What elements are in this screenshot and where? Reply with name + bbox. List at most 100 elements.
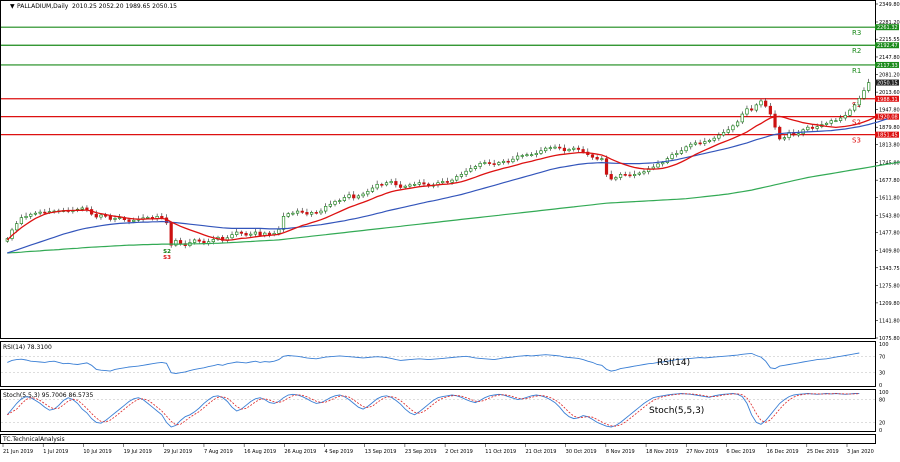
candle-down — [698, 142, 702, 145]
candle-up — [384, 182, 389, 186]
price-tick-label: 1611.80 — [879, 195, 900, 201]
candle-down — [628, 174, 632, 177]
candle-up — [745, 108, 749, 115]
candle-down — [487, 162, 492, 164]
candle-up — [370, 187, 375, 192]
candle-up — [80, 207, 84, 210]
candle-down — [609, 174, 613, 180]
candle-up — [548, 147, 552, 149]
time-tick-label: 4 Sep 2019 — [325, 449, 354, 455]
tc-header: TC.TechnicalAnalysis — [2, 436, 65, 443]
candle-up — [333, 201, 337, 205]
candle-up — [455, 176, 459, 181]
price-tick-label: 1879.80 — [879, 125, 900, 131]
candle-up — [29, 213, 33, 217]
candle-up — [572, 147, 576, 150]
candle-up — [174, 240, 178, 246]
price-tick-label: 1477.80 — [879, 231, 900, 237]
candle-up — [459, 174, 464, 177]
candle-up — [483, 162, 487, 164]
time-tick-label: 29 Jul 2019 — [164, 449, 192, 455]
ma-fast-line — [6, 115, 879, 241]
candle-down — [258, 231, 262, 236]
candle-up — [838, 117, 843, 121]
time-tick-label: 6 Dec 2019 — [726, 449, 755, 455]
level-price-tag — [875, 95, 899, 102]
rsi-label: RSI(14) — [657, 358, 690, 368]
candle-up — [99, 214, 103, 218]
candle-up — [689, 143, 693, 148]
collapse-arrow-icon[interactable]: ▼ — [10, 3, 15, 10]
candle-up — [324, 206, 328, 212]
candle-up — [759, 100, 763, 106]
candle-up — [815, 126, 819, 129]
price-tick-label: 1343.75 — [879, 266, 900, 272]
candle-up — [740, 113, 744, 123]
candle-down — [558, 146, 562, 149]
candle-up — [684, 146, 688, 152]
level-price-tag-text: 1988.31 — [877, 97, 898, 103]
candle-up — [520, 155, 524, 157]
rsi-tick-label: 30 — [879, 371, 885, 377]
candle-up — [356, 195, 361, 199]
tc-pane-frame — [0, 434, 876, 444]
candle-down — [595, 157, 599, 160]
candle-up — [726, 129, 730, 133]
price-tick-label: 1543.80 — [879, 213, 900, 219]
stoch-pane: 100 80 20 0 Stoch(5,5,3) — [1, 390, 889, 434]
candle-up — [693, 142, 698, 145]
candle-up — [38, 211, 42, 214]
candle-up — [230, 234, 234, 239]
candle-up — [132, 219, 136, 222]
candle-up — [806, 126, 810, 131]
candle-down — [810, 126, 815, 129]
candle-up — [295, 210, 300, 214]
price-tick-label: 2013.60 — [879, 90, 900, 96]
time-tick-label: 25 Dec 2019 — [807, 449, 839, 455]
candle-up — [235, 231, 239, 235]
candle-up — [375, 184, 379, 189]
candle-down — [750, 108, 754, 111]
candle-up — [441, 181, 445, 184]
level-label-s1: S1 — [852, 101, 861, 109]
candle-up — [361, 193, 365, 197]
candle-down — [604, 158, 609, 175]
level-label-r3: R3 — [852, 29, 861, 37]
ohlc-label: 2010.25 2052.20 1989.65 2050.15 — [72, 3, 177, 10]
candle-up — [497, 162, 501, 165]
time-tick-label: 3 Jan 2020 — [847, 449, 874, 455]
stoch-label: Stoch(5,5,3) — [649, 406, 704, 416]
candle-down — [768, 105, 772, 115]
stoch-pane-frame — [0, 389, 876, 432]
candle-up — [656, 163, 660, 168]
level-label-r2: R2 — [852, 47, 861, 55]
candle-up — [544, 147, 548, 152]
time-tick-label: 10 Jul 2019 — [83, 449, 111, 455]
candle-up — [291, 212, 295, 215]
rsi-pane-frame — [0, 341, 876, 387]
time-tick-label: 11 Oct 2019 — [485, 449, 516, 455]
candle-down — [169, 222, 173, 246]
time-tick-label: 21 Oct 2019 — [525, 449, 556, 455]
candle-up — [525, 154, 529, 156]
candle-up — [328, 203, 332, 207]
candle-down — [394, 181, 398, 186]
candle-up — [651, 166, 655, 169]
pivot-mark-s2: S2 — [163, 249, 171, 255]
candle-up — [464, 170, 468, 175]
rsi-pane: 100 70 30 0 RSI(14) — [1, 342, 889, 389]
level-price-tag — [875, 131, 899, 138]
candle-up — [633, 174, 637, 176]
candle-up — [338, 200, 342, 202]
candle-up — [412, 184, 417, 186]
candle-down — [623, 174, 627, 176]
candle-down — [422, 182, 426, 185]
candle-up — [253, 231, 258, 235]
candle-up — [408, 184, 412, 187]
time-tick-label: 16 Aug 2019 — [244, 449, 276, 455]
candle-down — [576, 147, 581, 150]
candle-up — [286, 213, 290, 217]
candle-up — [754, 104, 758, 111]
candle-down — [127, 219, 131, 222]
